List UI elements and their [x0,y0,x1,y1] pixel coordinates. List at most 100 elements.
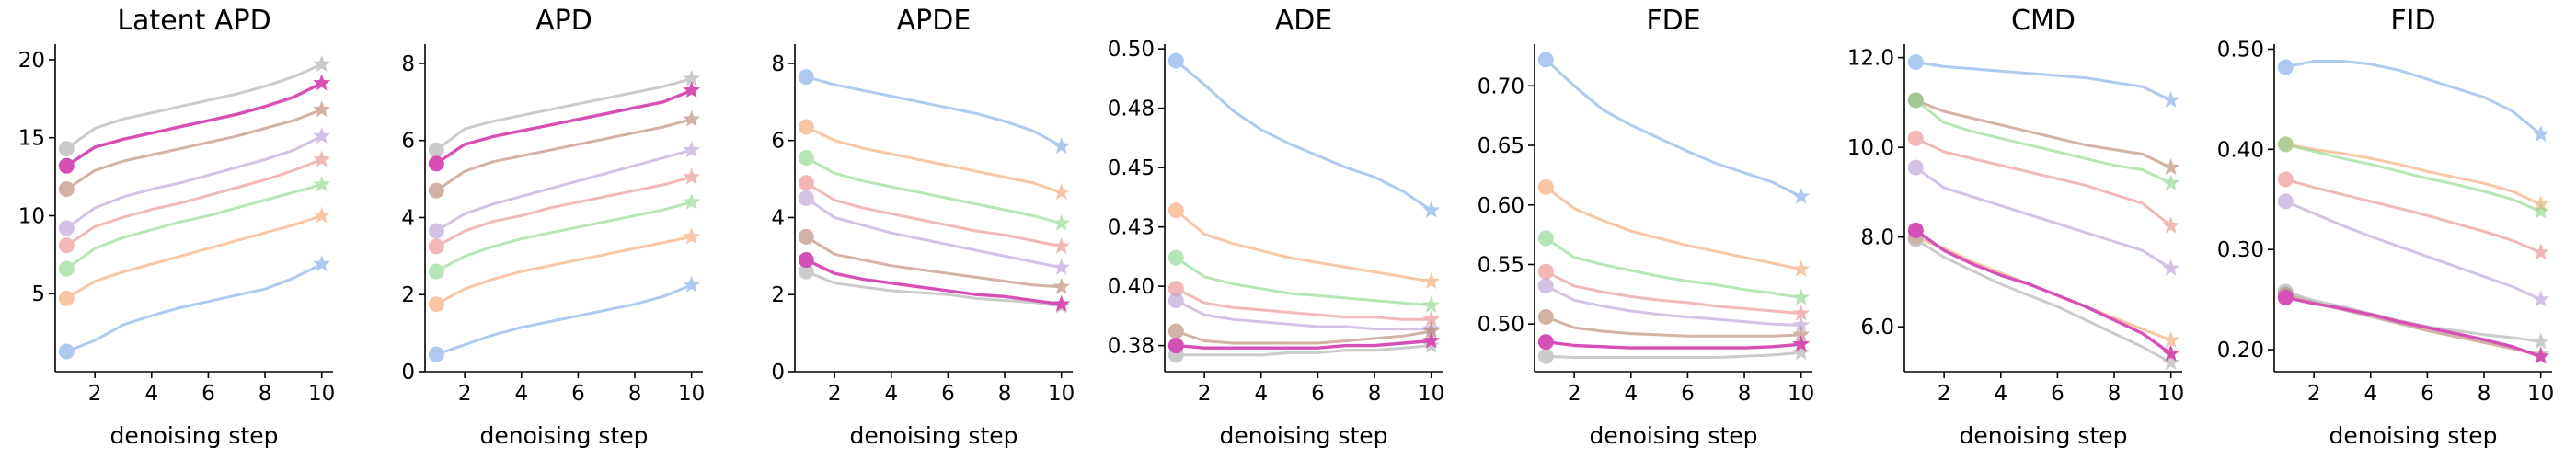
series-pink [798,252,1071,312]
x-tick-label: 2 [1198,382,1212,406]
series-line [804,75,1064,148]
series-start-marker [1537,278,1554,294]
chart-title: FDE [1646,5,1700,37]
series-line [1544,236,1803,300]
x-tick-label: 10 [1048,382,1075,406]
series-line [1544,351,1803,359]
y-tick-label: 0.60 [1478,194,1524,218]
series-line [64,214,324,300]
series-line [2283,60,2543,136]
series-line [1174,339,1433,350]
series-gray [428,69,701,158]
x-tick-label: 8 [2108,382,2122,406]
y-tick-label: 0.45 [1108,156,1155,180]
series-line [804,125,1064,194]
y-tick-label: 0.38 [1108,335,1155,359]
series-end-marker [1422,295,1441,313]
series-start-marker [798,190,814,207]
series-gray [58,55,331,157]
series-start-marker [1167,202,1184,219]
series-red [798,175,1071,254]
x-tick-label: 8 [628,382,642,406]
series-line [1174,299,1433,331]
chart-title: Latent APD [117,5,270,37]
series-end-marker [1422,272,1441,290]
series-end-marker [2162,353,2180,371]
series-start-marker [428,346,444,362]
series-end-marker [1792,325,1811,342]
y-tick-label: 4 [771,206,785,230]
series-orange [428,227,701,313]
chart-title: FID [2390,5,2435,37]
series-end-marker [2162,174,2180,191]
series-gray [1537,343,1811,364]
series-start-marker [1537,308,1554,325]
series-brown [1167,322,1441,345]
series-start-marker [1907,222,1924,238]
y-tick-label: 15 [18,127,45,151]
x-tick-label: 10 [308,382,335,406]
series-line [1174,287,1433,321]
series-end-marker [1052,258,1071,275]
series-line [1914,166,2173,270]
series-line [804,258,1064,306]
series-end-marker [1052,183,1071,201]
series-end-marker [313,55,331,73]
y-tick-label: 0.48 [1108,98,1155,121]
series-purple [428,141,701,239]
series-start-marker [1907,92,1924,109]
series-start-marker [428,182,444,199]
series-line [1174,344,1433,357]
series-green [1907,92,2180,191]
series-orange [798,119,1071,201]
series-blue [1537,52,1811,204]
series-line [804,270,1064,308]
x-tick-label: 4 [514,382,528,406]
series-start-marker [428,142,444,158]
series-end-marker [1792,304,1811,321]
series-green [428,192,701,280]
y-tick-label: 6 [401,130,415,154]
series-brown [1907,92,2180,176]
series-brown [798,228,1071,294]
series-end-marker [1422,201,1441,218]
series-purple [2277,193,2550,307]
series-end-marker [2532,290,2550,307]
series-line [434,283,694,356]
series-start-marker [1537,334,1554,351]
x-tick-label: 6 [2421,382,2434,406]
series-line [434,176,694,248]
series-pink [1537,334,1811,352]
series-start-marker [1907,159,1924,176]
y-tick-label: 0.43 [1108,216,1155,240]
series-end-marker [1052,137,1071,155]
series-line [1914,237,2173,364]
y-tick-label: 5 [31,282,45,306]
series-start-marker [2277,136,2294,153]
series-start-marker [428,155,444,172]
series-line [1914,61,2173,102]
y-tick-label: 20 [18,49,45,73]
series-end-marker [1052,213,1071,231]
series-start-marker [58,260,75,277]
series-end-marker [2162,158,2180,176]
series-brown [58,100,331,198]
x-axis-label: denoising step [109,422,278,449]
series-start-marker [58,343,75,360]
series-end-marker [683,192,701,210]
x-tick-label: 8 [998,382,1012,406]
series-start-marker [428,238,444,255]
series-red [58,150,331,254]
x-tick-label: 4 [884,382,898,406]
x-tick-label: 4 [1624,382,1638,406]
series-start-marker [1537,348,1554,364]
series-line [1914,98,2173,169]
series-orange [58,206,331,306]
series-line [804,181,1064,248]
y-tick-label: 6.0 [1860,316,1894,339]
series-pink [58,74,331,174]
series-pink [1907,222,2180,362]
series-start-marker [2277,289,2294,305]
series-end-marker [2532,347,2550,364]
